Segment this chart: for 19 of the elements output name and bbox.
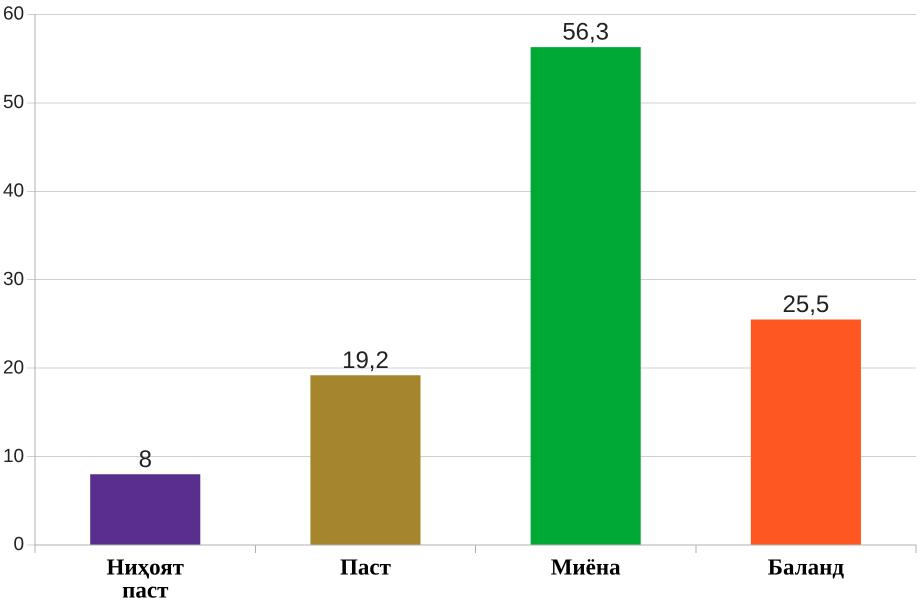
y-tick-label: 50: [2, 92, 24, 114]
x-tick-label: Паст: [340, 554, 392, 580]
y-tick-label: 0: [14, 534, 24, 556]
x-tick-label: Миёна: [550, 554, 622, 580]
data-label: 19,2: [342, 346, 389, 374]
y-tick-label: 60: [2, 4, 24, 25]
data-label: 8: [138, 446, 152, 473]
x-tick-label: Баланд: [768, 554, 844, 580]
y-tick-label: 40: [2, 180, 24, 202]
bar: [310, 375, 421, 544]
data-label: 56,3: [562, 18, 610, 46]
bar: [90, 474, 200, 544]
x-tick-label: Ниҳоят паст: [106, 554, 185, 602]
bar: [530, 47, 641, 544]
y-tick-label: 30: [2, 268, 24, 290]
y-tick-label: 10: [2, 446, 24, 467]
y-tick-label: 20: [2, 357, 24, 378]
bar: [750, 319, 861, 544]
data-label: 25,5: [782, 291, 830, 318]
